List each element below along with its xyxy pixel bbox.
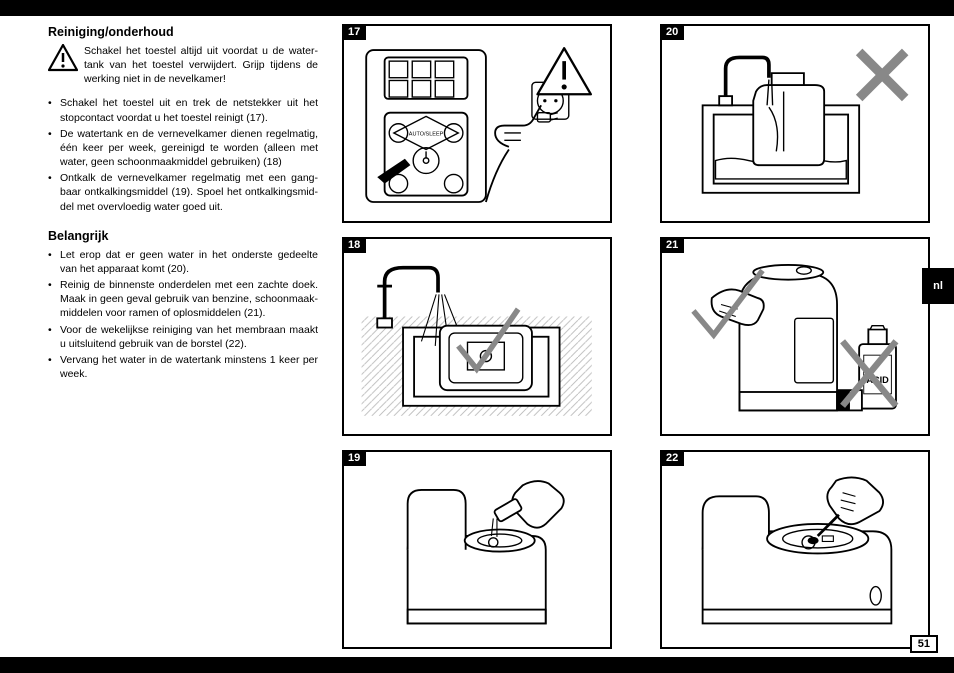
warning-row: Schakel het toestel altijd uit voordat u… — [48, 44, 318, 87]
figure-21: 21 AC — [660, 237, 930, 436]
figure-number: 22 — [660, 450, 684, 466]
list-item: Schakel het toestel uit en trek de netst… — [48, 96, 318, 124]
manual-page: Reiniging/onderhoud Schakel het toestel … — [0, 0, 954, 673]
figure-number: 17 — [342, 24, 366, 40]
figure-22-illustration — [675, 462, 914, 638]
list-item: Reinig de binnenste onderdelen met een z… — [48, 278, 318, 321]
figure-number: 21 — [660, 237, 684, 253]
section-title-cleaning: Reiniging/onderhoud — [48, 24, 318, 41]
text-column: Reiniging/onderhoud Schakel het toestel … — [48, 24, 318, 649]
figure-18-illustration — [357, 249, 596, 425]
section-title-important: Belangrijk — [48, 228, 318, 245]
important-bullets: Let erop dat er geen water in het onders… — [48, 248, 318, 382]
figure-19-illustration — [357, 462, 596, 638]
top-border-bar — [0, 0, 954, 16]
warning-triangle-icon — [48, 44, 78, 72]
list-item: Voor de wekelijkse reiniging van het mem… — [48, 323, 318, 351]
figure-17: 17 AUTO/SLEEP — [342, 24, 612, 223]
figure-20-illustration — [675, 36, 914, 212]
figure-22: 22 — [660, 450, 930, 649]
figure-19: 19 — [342, 450, 612, 649]
figure-20: 20 — [660, 24, 930, 223]
figures-grid: 17 AUTO/SLEEP — [342, 24, 930, 649]
warning-text: Schakel het toestel altijd uit voordat u… — [84, 44, 318, 87]
figure-number: 19 — [342, 450, 366, 466]
figure-21-illustration: ACID — [675, 249, 914, 425]
figure-17-illustration: AUTO/SLEEP — [357, 36, 596, 212]
bottom-border-bar — [0, 657, 954, 673]
list-item: Ontkalk de vernevelkamer regelmatig met … — [48, 171, 318, 214]
list-item: Vervang het water in de watertank minste… — [48, 353, 318, 381]
autosleep-label: AUTO/SLEEP — [409, 131, 444, 137]
figure-number: 18 — [342, 237, 366, 253]
language-tab: nl — [922, 268, 954, 304]
figure-18: 18 — [342, 237, 612, 436]
page-number: 51 — [910, 635, 938, 653]
content-area: Reiniging/onderhoud Schakel het toestel … — [48, 24, 930, 649]
figure-number: 20 — [660, 24, 684, 40]
list-item: Let erop dat er geen water in het onders… — [48, 248, 318, 276]
cleaning-bullets: Schakel het toestel uit en trek de netst… — [48, 96, 318, 213]
list-item: De watertank en de vernevelkamer dienen … — [48, 127, 318, 170]
